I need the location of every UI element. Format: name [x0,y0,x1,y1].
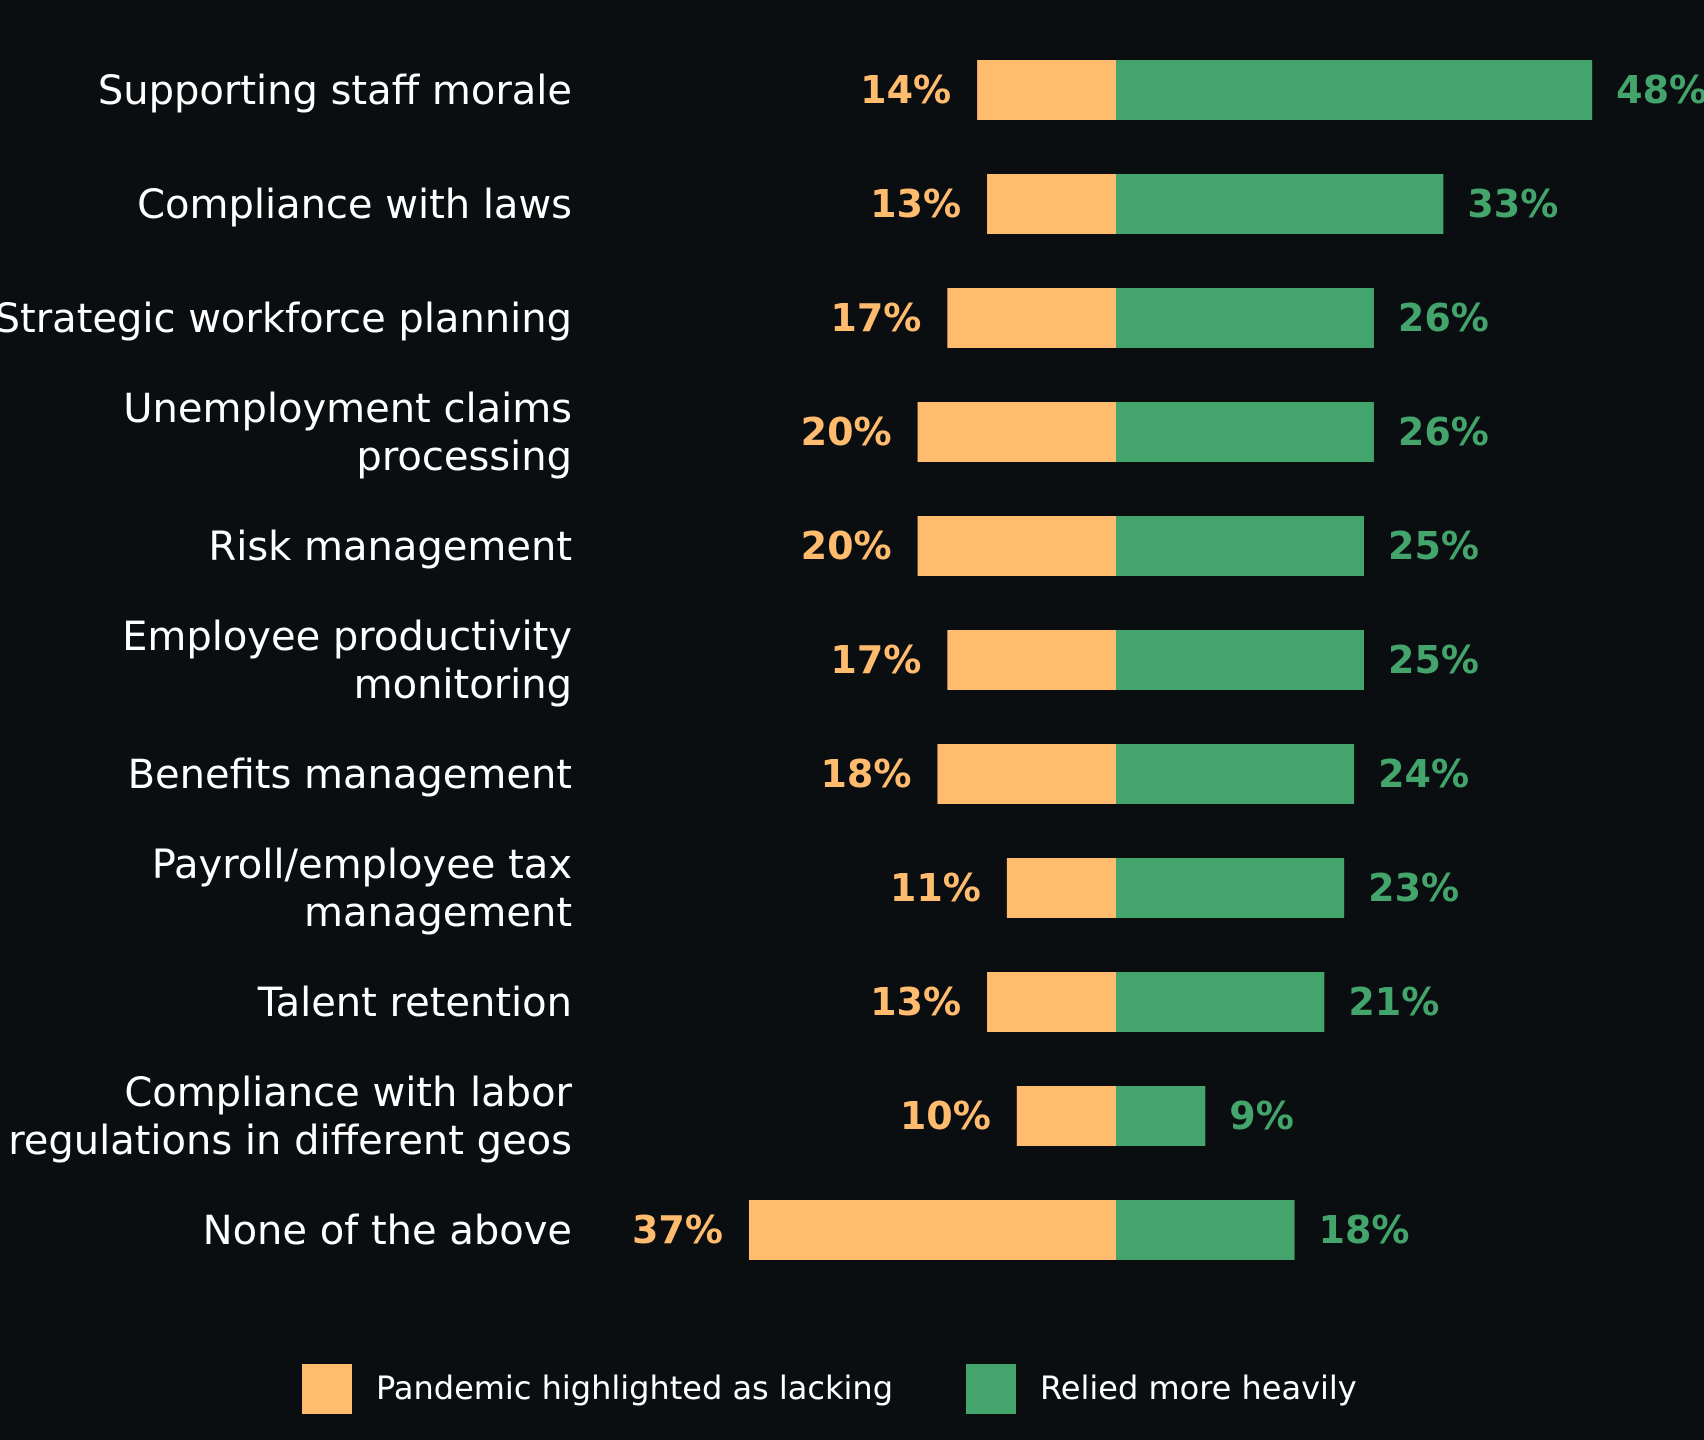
legend-label-lacking: Pandemic highlighted as lacking [376,1369,893,1407]
category-label: management [304,890,572,936]
bar-relied [1116,60,1593,120]
value-label-lacking: 14% [860,68,951,112]
value-label-lacking: 18% [820,752,911,796]
category-labels-group: Supporting staff morale Compliance with l… [0,68,573,1254]
value-label-relied: 18% [1319,1208,1410,1252]
bar-lacking [937,744,1116,804]
bar-lacking [917,516,1116,576]
category-label: processing [356,434,572,480]
category-label: Compliance with labor [124,1070,572,1116]
value-label-relied: 25% [1388,524,1479,568]
category-label: monitoring [354,662,572,708]
value-label-relied: 24% [1378,752,1469,796]
category-label: regulations in different geos [8,1118,572,1164]
category-label: Payroll/employee tax [152,842,572,888]
bar-relied [1116,972,1325,1032]
bar-lacking [748,1200,1116,1260]
bar-lacking [947,288,1116,348]
value-label-lacking: 13% [870,980,961,1024]
bar-lacking [947,630,1116,690]
bar-relied [1116,174,1444,234]
value-label-lacking: 13% [870,182,961,226]
value-label-relied: 23% [1368,866,1459,910]
bar-relied [1116,1200,1295,1260]
category-label: Employee productivity [122,614,572,660]
value-label-relied: 26% [1398,410,1489,454]
bar-relied [1116,744,1355,804]
value-label-relied: 48% [1616,68,1704,112]
category-label: Risk management [208,524,572,570]
value-label-lacking: 11% [890,866,981,910]
value-label-lacking: 20% [801,410,892,454]
value-label-lacking: 20% [801,524,892,568]
value-label-lacking: 37% [632,1208,723,1252]
legend-swatch-lacking [302,1364,352,1414]
legend-label-relied: Relied more heavily [1040,1369,1357,1407]
category-label: Talent retention [257,980,572,1026]
value-label-relied: 26% [1398,296,1489,340]
bar-lacking [977,60,1116,120]
bars-group: 14% 48% 13% 33% 17% 26% 20% 26% 20% 25% 17% 25% 18% 2… [632,60,1704,1260]
bar-relied [1116,858,1345,918]
category-label: Compliance with laws [137,182,572,228]
category-label: None of the above [203,1208,572,1254]
bar-lacking [917,402,1116,462]
bar-lacking [1006,858,1116,918]
bar-lacking [987,174,1116,234]
category-label: Supporting staff morale [98,68,572,114]
category-label: Unemployment claims [123,386,572,432]
bar-lacking [987,972,1116,1032]
value-label-relied: 21% [1348,980,1439,1024]
legend-swatch-relied [966,1364,1016,1414]
legend: Pandemic highlighted as lacking Relied m… [302,1364,1357,1414]
value-label-lacking: 17% [830,638,921,682]
bar-relied [1116,630,1364,690]
value-label-relied: 9% [1229,1094,1294,1138]
value-label-relied: 25% [1388,638,1479,682]
category-label: Strategic workforce planning [0,296,572,342]
bar-lacking [1016,1086,1116,1146]
value-label-relied: 33% [1467,182,1558,226]
bar-relied [1116,288,1374,348]
category-label: Benefits management [128,752,572,798]
bar-relied [1116,516,1364,576]
value-label-lacking: 17% [830,296,921,340]
bar-relied [1116,1086,1206,1146]
value-label-lacking: 10% [900,1094,991,1138]
bar-relied [1116,402,1374,462]
